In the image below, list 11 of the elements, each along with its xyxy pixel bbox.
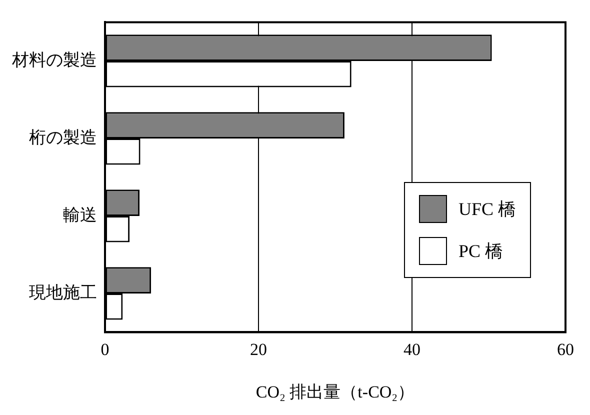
y-tick-label: 桁の製造: [29, 128, 97, 147]
y-tick-label: 輸送: [63, 205, 97, 224]
x-tick-label: 40: [404, 340, 420, 359]
y-tick-label: 材料の製造: [11, 50, 97, 70]
x-tick-label: 0: [100, 340, 110, 359]
x-axis-title: CO₂ 排出量（t-CO₂）: [256, 382, 415, 402]
legend-label: UFC 橋: [458, 198, 516, 222]
x-tick-label: 20: [250, 340, 267, 359]
text: PC 橋: [458, 240, 504, 264]
x-tick-label: 60: [557, 340, 574, 359]
y-tick-label: 現地施工: [29, 282, 97, 302]
